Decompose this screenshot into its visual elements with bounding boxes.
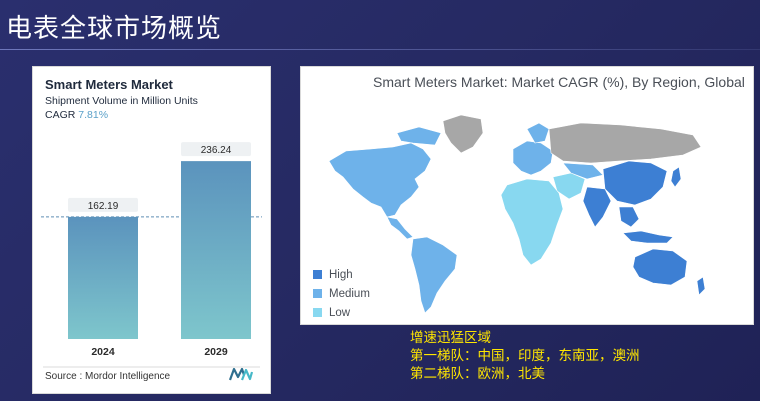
region-europe (512, 140, 554, 176)
cagr-label: CAGR (45, 109, 76, 121)
legend-swatch-medium (313, 289, 322, 298)
legend-swatch-high (313, 270, 322, 279)
legend-swatch-low (313, 308, 322, 317)
bar-chart: 162.19 2024 236.24 2029 (41, 142, 262, 368)
bar-chart-card: Smart Meters Market Shipment Volume in M… (32, 66, 271, 394)
region-russia (548, 122, 702, 164)
region-central-america (386, 216, 414, 240)
cagr-value: 7.81% (78, 109, 109, 121)
legend-label-low: Low (329, 306, 351, 319)
region-india (582, 186, 612, 228)
value-label-2029: 236.24 (201, 145, 232, 156)
region-japan (670, 166, 682, 188)
value-label-2024: 162.19 (88, 201, 119, 212)
region-scandinavia (526, 122, 550, 144)
region-greenland (442, 114, 484, 154)
region-canada-islands (396, 126, 442, 146)
bar-chart-title: Smart Meters Market (45, 77, 173, 92)
region-southeast-asia (618, 206, 640, 228)
source-note: Source : Mordor Intelligence (45, 371, 171, 382)
region-australia (632, 248, 688, 286)
region-central-asia (562, 162, 604, 180)
bar-chart-subtitle: Shipment Volume in Million Units (45, 95, 198, 107)
legend-item-medium: Medium (313, 284, 370, 303)
map-title: Smart Meters Market: Market CAGR (%), By… (373, 74, 745, 90)
region-north-america (328, 142, 432, 218)
region-china (602, 160, 668, 206)
legend-item-low: Low (313, 303, 370, 322)
legend-label-high: High (329, 268, 353, 281)
notes-block: 增速迅猛区域 第一梯队：中国，印度，东南亚，澳洲 第二梯队：欧洲，北美 (410, 329, 640, 383)
region-map-card: Smart Meters Market: Market CAGR (%), By… (300, 66, 754, 325)
world-map (328, 114, 706, 314)
bar-2029 (181, 161, 251, 339)
cagr-line: CAGR 7.81% (45, 109, 108, 121)
mordor-logo-icon (229, 367, 253, 381)
legend-item-high: High (313, 265, 370, 284)
notes-tier-two: 第二梯队：欧洲，北美 (410, 366, 545, 382)
bar-2024 (68, 216, 138, 339)
category-label-2024: 2024 (91, 346, 115, 358)
value-label-bg-2024 (68, 197, 138, 212)
value-label-bg-2029 (181, 142, 251, 157)
title-divider (0, 49, 760, 50)
region-new-zealand (696, 276, 706, 296)
map-legend: High Medium Low (313, 265, 370, 322)
region-south-america (410, 236, 458, 314)
notes-tier-one: 第一梯队：中国，印度，东南亚，澳洲 (410, 348, 640, 364)
region-africa (500, 178, 564, 266)
slide-title: 电表全球市场概览 (6, 14, 223, 44)
region-indonesia (622, 230, 674, 244)
legend-label-medium: Medium (329, 287, 370, 300)
category-label-2029: 2029 (204, 346, 228, 358)
notes-heading: 增速迅猛区域 (410, 330, 491, 346)
